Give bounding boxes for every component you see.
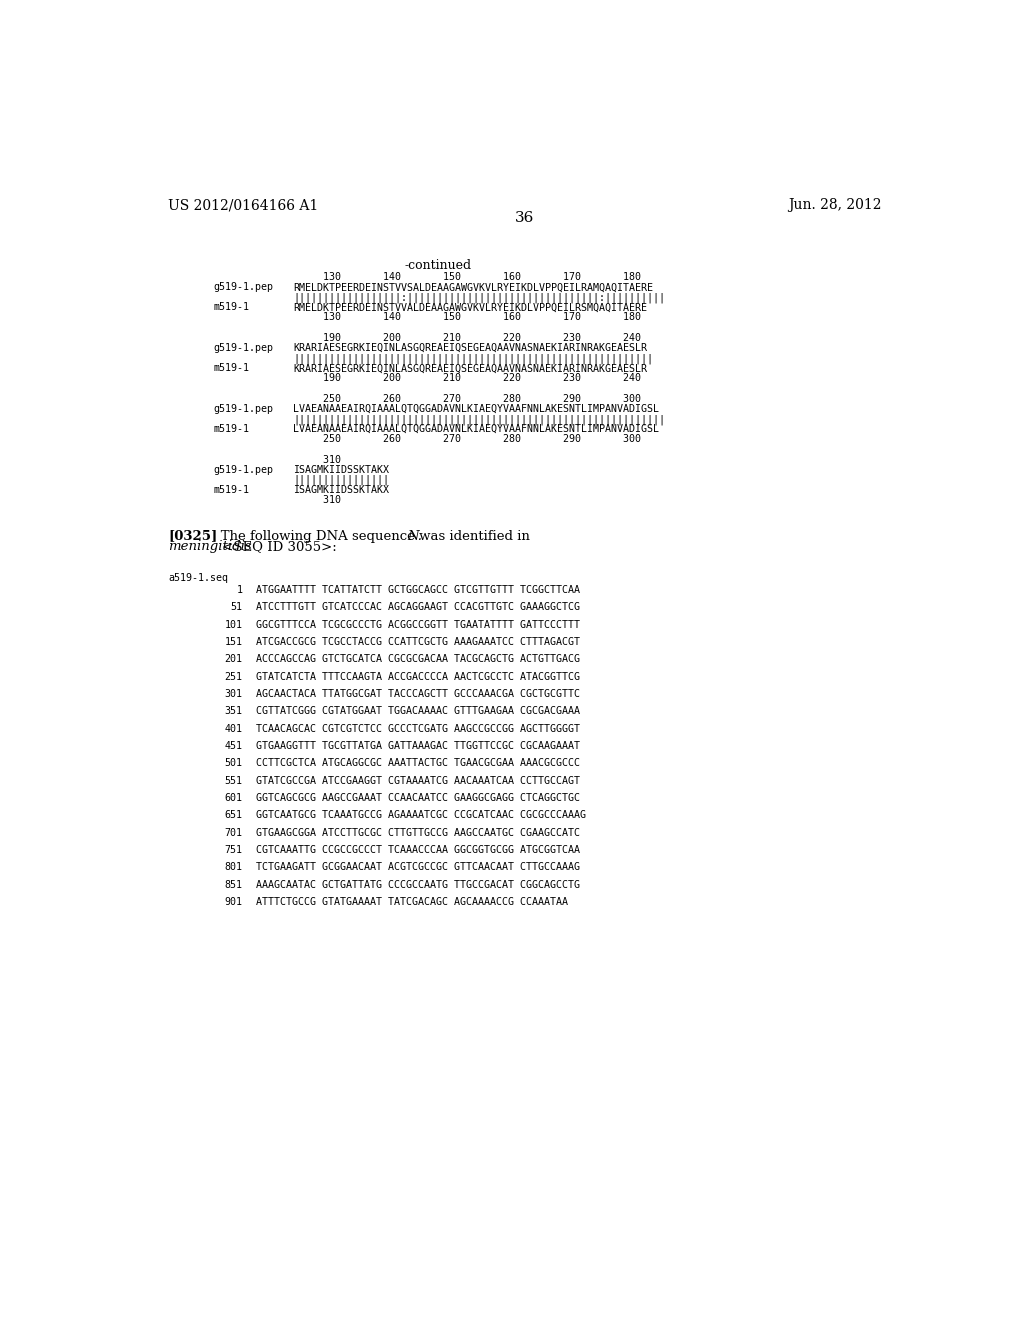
Text: 190       200       210       220       230       240: 190 200 210 220 230 240 bbox=[293, 374, 641, 383]
Text: RMELDKTPEERDEINSTVVSALDEAAGAWGVKVLRYEIKDLVPPQEILRAMQAQITAERE: RMELDKTPEERDEINSTVVSALDEAAGAWGVKVLRYEIKD… bbox=[293, 282, 653, 292]
Text: 190       200       210       220       230       240: 190 200 210 220 230 240 bbox=[293, 333, 641, 343]
Text: GTATCATCTA TTTCCAAGTA ACCGACCCCA AACTCGCCTC ATACGGTTCG: GTATCATCTA TTTCCAAGTA ACCGACCCCA AACTCGC… bbox=[256, 672, 580, 681]
Text: ATCGACCGCG TCGCCTACCG CCATTCGCTG AAAGAAATCC CTTTAGACGT: ATCGACCGCG TCGCCTACCG CCATTCGCTG AAAGAAA… bbox=[256, 638, 580, 647]
Text: ISAGMKIIDSSKTAKX: ISAGMKIIDSSKTAKX bbox=[293, 484, 389, 495]
Text: ISAGMKIIDSSKTAKX: ISAGMKIIDSSKTAKX bbox=[293, 465, 389, 475]
Text: 1: 1 bbox=[237, 585, 243, 595]
Text: ||||||||||||||||||||||||||||||||||||||||||||||||||||||||||||||: ||||||||||||||||||||||||||||||||||||||||… bbox=[293, 414, 665, 425]
Text: CGTCAAATTG CCGCCGCCCT TCAAACCCAA GGCGGTGCGG ATGCGGTCAA: CGTCAAATTG CCGCCGCCCT TCAAACCCAA GGCGGTG… bbox=[256, 845, 580, 855]
Text: g519-1.pep: g519-1.pep bbox=[213, 465, 273, 475]
Text: 201: 201 bbox=[224, 655, 243, 664]
Text: g519-1.pep: g519-1.pep bbox=[213, 282, 273, 292]
Text: The following DNA sequence was identified in: The following DNA sequence was identifie… bbox=[208, 529, 534, 543]
Text: 250       260       270       280       290       300: 250 260 270 280 290 300 bbox=[293, 395, 641, 404]
Text: 250       260       270       280       290       300: 250 260 270 280 290 300 bbox=[293, 434, 641, 444]
Text: TCAACAGCAC CGTCGTCTCC GCCCTCGATG AAGCCGCCGG AGCTTGGGGT: TCAACAGCAC CGTCGTCTCC GCCCTCGATG AAGCCGC… bbox=[256, 723, 580, 734]
Text: g519-1.pep: g519-1.pep bbox=[213, 343, 273, 354]
Text: m519-1: m519-1 bbox=[213, 302, 249, 313]
Text: ATGGAATTTT TCATTATCTT GCTGGCAGCC GTCGTTGTTT TCGGCTTCAA: ATGGAATTTT TCATTATCTT GCTGGCAGCC GTCGTTG… bbox=[256, 585, 580, 595]
Text: 36: 36 bbox=[515, 211, 535, 224]
Text: 101: 101 bbox=[224, 619, 243, 630]
Text: 130       140       150       160       170       180: 130 140 150 160 170 180 bbox=[293, 313, 641, 322]
Text: 151: 151 bbox=[224, 638, 243, 647]
Text: 851: 851 bbox=[224, 879, 243, 890]
Text: meningitidis: meningitidis bbox=[168, 540, 252, 553]
Text: 251: 251 bbox=[224, 672, 243, 681]
Text: GTGAAGCGGA ATCCTTGCGC CTTGTTGCCG AAGCCAATGC CGAAGCCATC: GTGAAGCGGA ATCCTTGCGC CTTGTTGCCG AAGCCAA… bbox=[256, 828, 580, 837]
Text: RMELDKTPEERDEINSTVVALDEAAGAWGVKVLRYEIKDLVPPQEILRSMQAQITAERE: RMELDKTPEERDEINSTVVALDEAAGAWGVKVLRYEIKDL… bbox=[293, 302, 647, 313]
Text: 901: 901 bbox=[224, 896, 243, 907]
Text: 601: 601 bbox=[224, 793, 243, 803]
Text: US 2012/0164166 A1: US 2012/0164166 A1 bbox=[168, 198, 318, 213]
Text: 130       140       150       160       170       180: 130 140 150 160 170 180 bbox=[293, 272, 641, 282]
Text: 401: 401 bbox=[224, 723, 243, 734]
Text: 351: 351 bbox=[224, 706, 243, 717]
Text: KRARIAESEGRKIEQINLASGQREAEIQSEGEAQAAVNASNAEKIARINRAKGEAESLR: KRARIAESEGRKIEQINLASGQREAEIQSEGEAQAAVNAS… bbox=[293, 343, 647, 354]
Text: 301: 301 bbox=[224, 689, 243, 698]
Text: g519-1.pep: g519-1.pep bbox=[213, 404, 273, 414]
Text: ATTTCTGCCG GTATGAAAAT TATCGACAGC AGCAAAACCG CCAAATAA: ATTTCTGCCG GTATGAAAAT TATCGACAGC AGCAAAA… bbox=[256, 896, 568, 907]
Text: -continued: -continued bbox=[404, 259, 472, 272]
Text: GTATCGCCGA ATCCGAAGGT CGTAAAATCG AACAAATCAA CCTTGCCAGT: GTATCGCCGA ATCCGAAGGT CGTAAAATCG AACAAAT… bbox=[256, 776, 580, 785]
Text: ||||||||||||||||||||||||||||||||||||||||||||||||||||||||||||: ||||||||||||||||||||||||||||||||||||||||… bbox=[293, 354, 653, 364]
Text: GGCGTTTCCA TCGCGCCCTG ACGGCCGGTT TGAATATTTT GATTCCCTTT: GGCGTTTCCA TCGCGCCCTG ACGGCCGGTT TGAATAT… bbox=[256, 619, 580, 630]
Text: LVAEANAAEAIRQIAAALQTQGGADAVNLKIAEQYVAAFNNLAKESNTLIMPANVADIGSL: LVAEANAAEAIRQIAAALQTQGGADAVNLKIAEQYVAAFN… bbox=[293, 424, 659, 434]
Text: GGTCAATGCG TCAAATGCCG AGAAAATCGC CCGCATCAAC CGCGCCCAAAG: GGTCAATGCG TCAAATGCCG AGAAAATCGC CCGCATC… bbox=[256, 810, 586, 820]
Text: 551: 551 bbox=[224, 776, 243, 785]
Text: m519-1: m519-1 bbox=[213, 363, 249, 374]
Text: AGCAACTACA TTATGGCGAT TACCCAGCTT GCCCAAACGA CGCTGCGTTC: AGCAACTACA TTATGGCGAT TACCCAGCTT GCCCAAA… bbox=[256, 689, 580, 698]
Text: ||||||||||||||||||:||||||||||||||||||||||||||||||||:||||||||||: ||||||||||||||||||:|||||||||||||||||||||… bbox=[293, 293, 665, 302]
Text: [0325]: [0325] bbox=[168, 529, 217, 543]
Text: <SEQ ID 3055>:: <SEQ ID 3055>: bbox=[218, 540, 337, 553]
Text: 751: 751 bbox=[224, 845, 243, 855]
Text: Jun. 28, 2012: Jun. 28, 2012 bbox=[787, 198, 882, 213]
Text: LVAEANAAEAIRQIAAALQTQGGADAVNLKIAEQYVAAFNNLAKESNTLIMPANVADIGSL: LVAEANAAEAIRQIAAALQTQGGADAVNLKIAEQYVAAFN… bbox=[293, 404, 659, 414]
Text: 310: 310 bbox=[293, 495, 341, 504]
Text: ||||||||||||||||: |||||||||||||||| bbox=[293, 475, 389, 486]
Text: GTGAAGGTTT TGCGTTATGA GATTAAAGAC TTGGTTCCGC CGCAAGAAAT: GTGAAGGTTT TGCGTTATGA GATTAAAGAC TTGGTTC… bbox=[256, 741, 580, 751]
Text: KRARIAESEGRKIEQINLASGQREAEIQSEGEAQAAVNASNAEKIARINRAKGEAESLR: KRARIAESEGRKIEQINLASGQREAEIQSEGEAQAAVNAS… bbox=[293, 363, 647, 374]
Text: GGTCAGCGCG AAGCCGAAAT CCAACAATCC GAAGGCGAGG CTCAGGCTGC: GGTCAGCGCG AAGCCGAAAT CCAACAATCC GAAGGCG… bbox=[256, 793, 580, 803]
Text: 801: 801 bbox=[224, 862, 243, 873]
Text: 501: 501 bbox=[224, 758, 243, 768]
Text: 701: 701 bbox=[224, 828, 243, 837]
Text: TCTGAAGATT GCGGAACAAT ACGTCGCCGC GTTCAACAAT CTTGCCAAAG: TCTGAAGATT GCGGAACAAT ACGTCGCCGC GTTCAAC… bbox=[256, 862, 580, 873]
Text: AAAGCAATAC GCTGATTATG CCCGCCAATG TTGCCGACAT CGGCAGCCTG: AAAGCAATAC GCTGATTATG CCCGCCAATG TTGCCGA… bbox=[256, 879, 580, 890]
Text: N.: N. bbox=[407, 529, 422, 543]
Text: 310: 310 bbox=[293, 455, 341, 465]
Text: 651: 651 bbox=[224, 810, 243, 820]
Text: CCTTCGCTCA ATGCAGGCGC AAATTACTGC TGAACGCGAA AAACGCGCCC: CCTTCGCTCA ATGCAGGCGC AAATTACTGC TGAACGC… bbox=[256, 758, 580, 768]
Text: m519-1: m519-1 bbox=[213, 484, 249, 495]
Text: CGTTATCGGG CGTATGGAAT TGGACAAAAC GTTTGAAGAA CGCGACGAAA: CGTTATCGGG CGTATGGAAT TGGACAAAAC GTTTGAA… bbox=[256, 706, 580, 717]
Text: m519-1: m519-1 bbox=[213, 424, 249, 434]
Text: 451: 451 bbox=[224, 741, 243, 751]
Text: ATCCTTTGTT GTCATCCCAC AGCAGGAAGT CCACGTTGTC GAAAGGCTCG: ATCCTTTGTT GTCATCCCAC AGCAGGAAGT CCACGTT… bbox=[256, 602, 580, 612]
Text: a519-1.seq: a519-1.seq bbox=[168, 573, 228, 582]
Text: 51: 51 bbox=[230, 602, 243, 612]
Text: ACCCAGCCAG GTCTGCATCA CGCGCGACAA TACGCAGCTG ACTGTTGACG: ACCCAGCCAG GTCTGCATCA CGCGCGACAA TACGCAG… bbox=[256, 655, 580, 664]
